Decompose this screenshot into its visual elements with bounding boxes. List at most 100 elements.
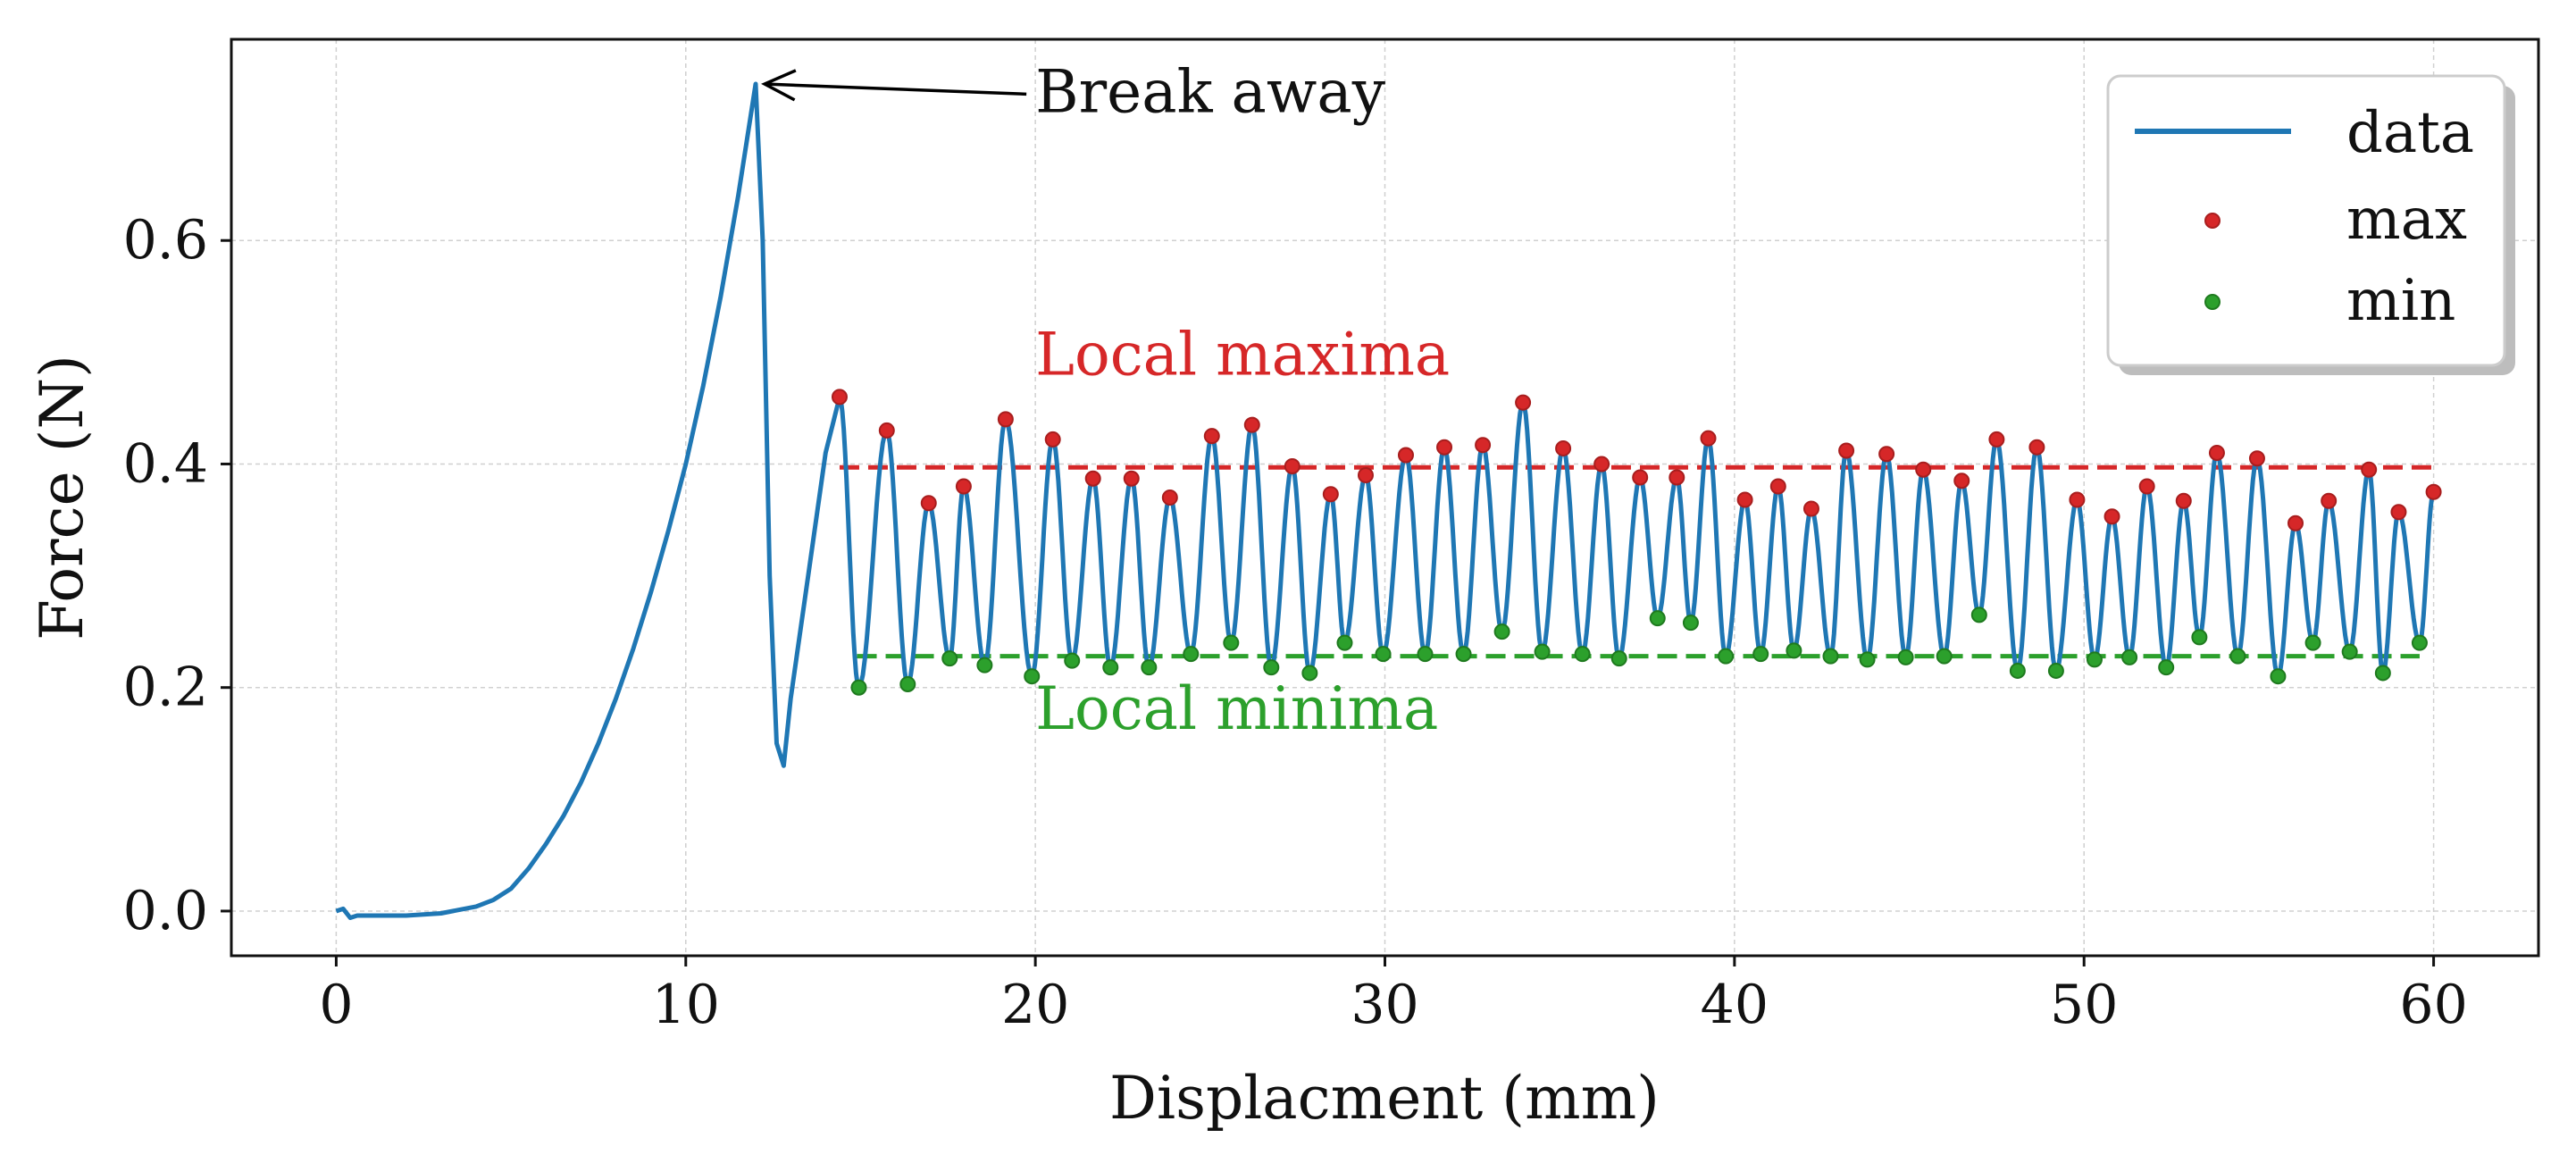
break-away-arrow: [764, 82, 1027, 96]
max-point: [878, 422, 895, 439]
local-minima-label: Local minima: [1035, 674, 1438, 743]
min-point: [1263, 659, 1280, 676]
min-point: [976, 657, 993, 674]
max-point: [2390, 504, 2407, 521]
min-point: [2374, 665, 2391, 682]
max-point: [1838, 442, 1855, 459]
y-tick-label: 0.0: [123, 880, 208, 942]
max-point: [2208, 444, 2225, 461]
min-point: [2121, 648, 2138, 665]
max-point: [2287, 515, 2304, 531]
min-point: [1859, 651, 1876, 668]
max-point: [1769, 478, 1786, 495]
max-point: [1475, 437, 1492, 454]
max-point: [955, 478, 972, 495]
min-point: [1102, 659, 1119, 676]
min-point: [1141, 659, 1158, 676]
max-point: [1700, 430, 1717, 447]
max-point: [1953, 473, 1970, 489]
max-point: [1632, 469, 1649, 486]
max-point: [2103, 508, 2120, 525]
min-point: [1493, 623, 1510, 640]
max-point: [1988, 431, 2005, 448]
y-tick-label: 0.4: [123, 432, 208, 495]
min-point: [1336, 634, 1353, 651]
max-point: [997, 411, 1014, 428]
min-point: [1970, 607, 1987, 623]
min-point: [899, 675, 916, 692]
min-point: [1024, 668, 1041, 685]
max-point: [2425, 483, 2442, 500]
max-point: [1044, 431, 1061, 448]
min-point: [1752, 646, 1769, 663]
legend-box: [2106, 74, 2506, 367]
max-point: [1357, 466, 1374, 483]
min-point: [1064, 652, 1081, 669]
max-point: [2361, 461, 2378, 478]
y-tick-label: 0.6: [123, 209, 208, 272]
max-point: [2028, 439, 2045, 456]
max-point: [2321, 492, 2338, 509]
min-point: [1610, 650, 1627, 667]
break-away-annotation: Break away: [1035, 57, 1386, 126]
ticks: 0 10 20 30 40 50 60 0.0 0.2 0.4 0.6: [123, 209, 2468, 1036]
break-away-arrowhead: [761, 69, 797, 102]
max-point: [1322, 486, 1339, 503]
max-point: [1593, 456, 1610, 473]
x-tick-label: 20: [1001, 974, 1069, 1036]
min-point: [2158, 659, 2175, 676]
min-point: [2411, 634, 2428, 651]
max-point: [1123, 470, 1140, 487]
min-point: [1822, 648, 1839, 665]
x-tick-label: 60: [2399, 974, 2467, 1036]
max-point: [1161, 489, 1178, 506]
reference-lines: [839, 464, 2434, 659]
max-point: [2069, 491, 2086, 508]
min-point: [2229, 648, 2246, 665]
min-point: [1786, 642, 1802, 659]
max-point: [831, 389, 848, 406]
max-point: [920, 495, 937, 512]
max-point: [2138, 478, 2155, 495]
max-point: [1515, 394, 1532, 411]
min-point: [1682, 615, 1699, 632]
legend-label-min: min: [2346, 268, 2455, 334]
max-point: [1397, 447, 1414, 464]
min-point: [850, 679, 867, 696]
max-point: [1436, 439, 1453, 456]
min-point: [2009, 662, 2026, 679]
min-point: [2341, 643, 2358, 660]
max-series: [831, 389, 2442, 531]
x-axis-title: Displacment (mm): [1109, 1064, 1660, 1133]
min-point: [941, 650, 958, 667]
min-point: [1649, 610, 1666, 627]
max-point: [1669, 469, 1685, 486]
min-point: [2191, 629, 2208, 646]
max-point: [1915, 461, 1932, 478]
max-point: [1243, 416, 1260, 433]
max-point: [1802, 500, 1819, 517]
min-point: [1417, 646, 1434, 663]
max-point: [1736, 491, 1753, 508]
legend-label-max: max: [2346, 187, 2467, 253]
min-point: [1375, 646, 1392, 663]
x-tick-label: 30: [1351, 974, 1418, 1036]
annotations: Break away Local maxima Local minima: [761, 57, 1450, 743]
max-point: [1284, 457, 1301, 474]
min-point: [1897, 648, 1914, 665]
max-point: [1555, 439, 1572, 456]
x-tick-label: 0: [319, 974, 353, 1036]
min-point: [2047, 662, 2064, 679]
min-point: [2270, 668, 2287, 685]
min-point: [1455, 646, 1472, 663]
local-maxima-label: Local maxima: [1035, 320, 1450, 389]
x-tick-label: 50: [2050, 974, 2118, 1036]
max-point: [1084, 470, 1101, 487]
max-point: [2248, 450, 2265, 467]
min-point: [1718, 648, 1735, 665]
min-series: [850, 607, 2428, 696]
min-point: [1936, 648, 1953, 665]
min-point: [2086, 651, 2103, 668]
min-point: [1301, 665, 1318, 682]
